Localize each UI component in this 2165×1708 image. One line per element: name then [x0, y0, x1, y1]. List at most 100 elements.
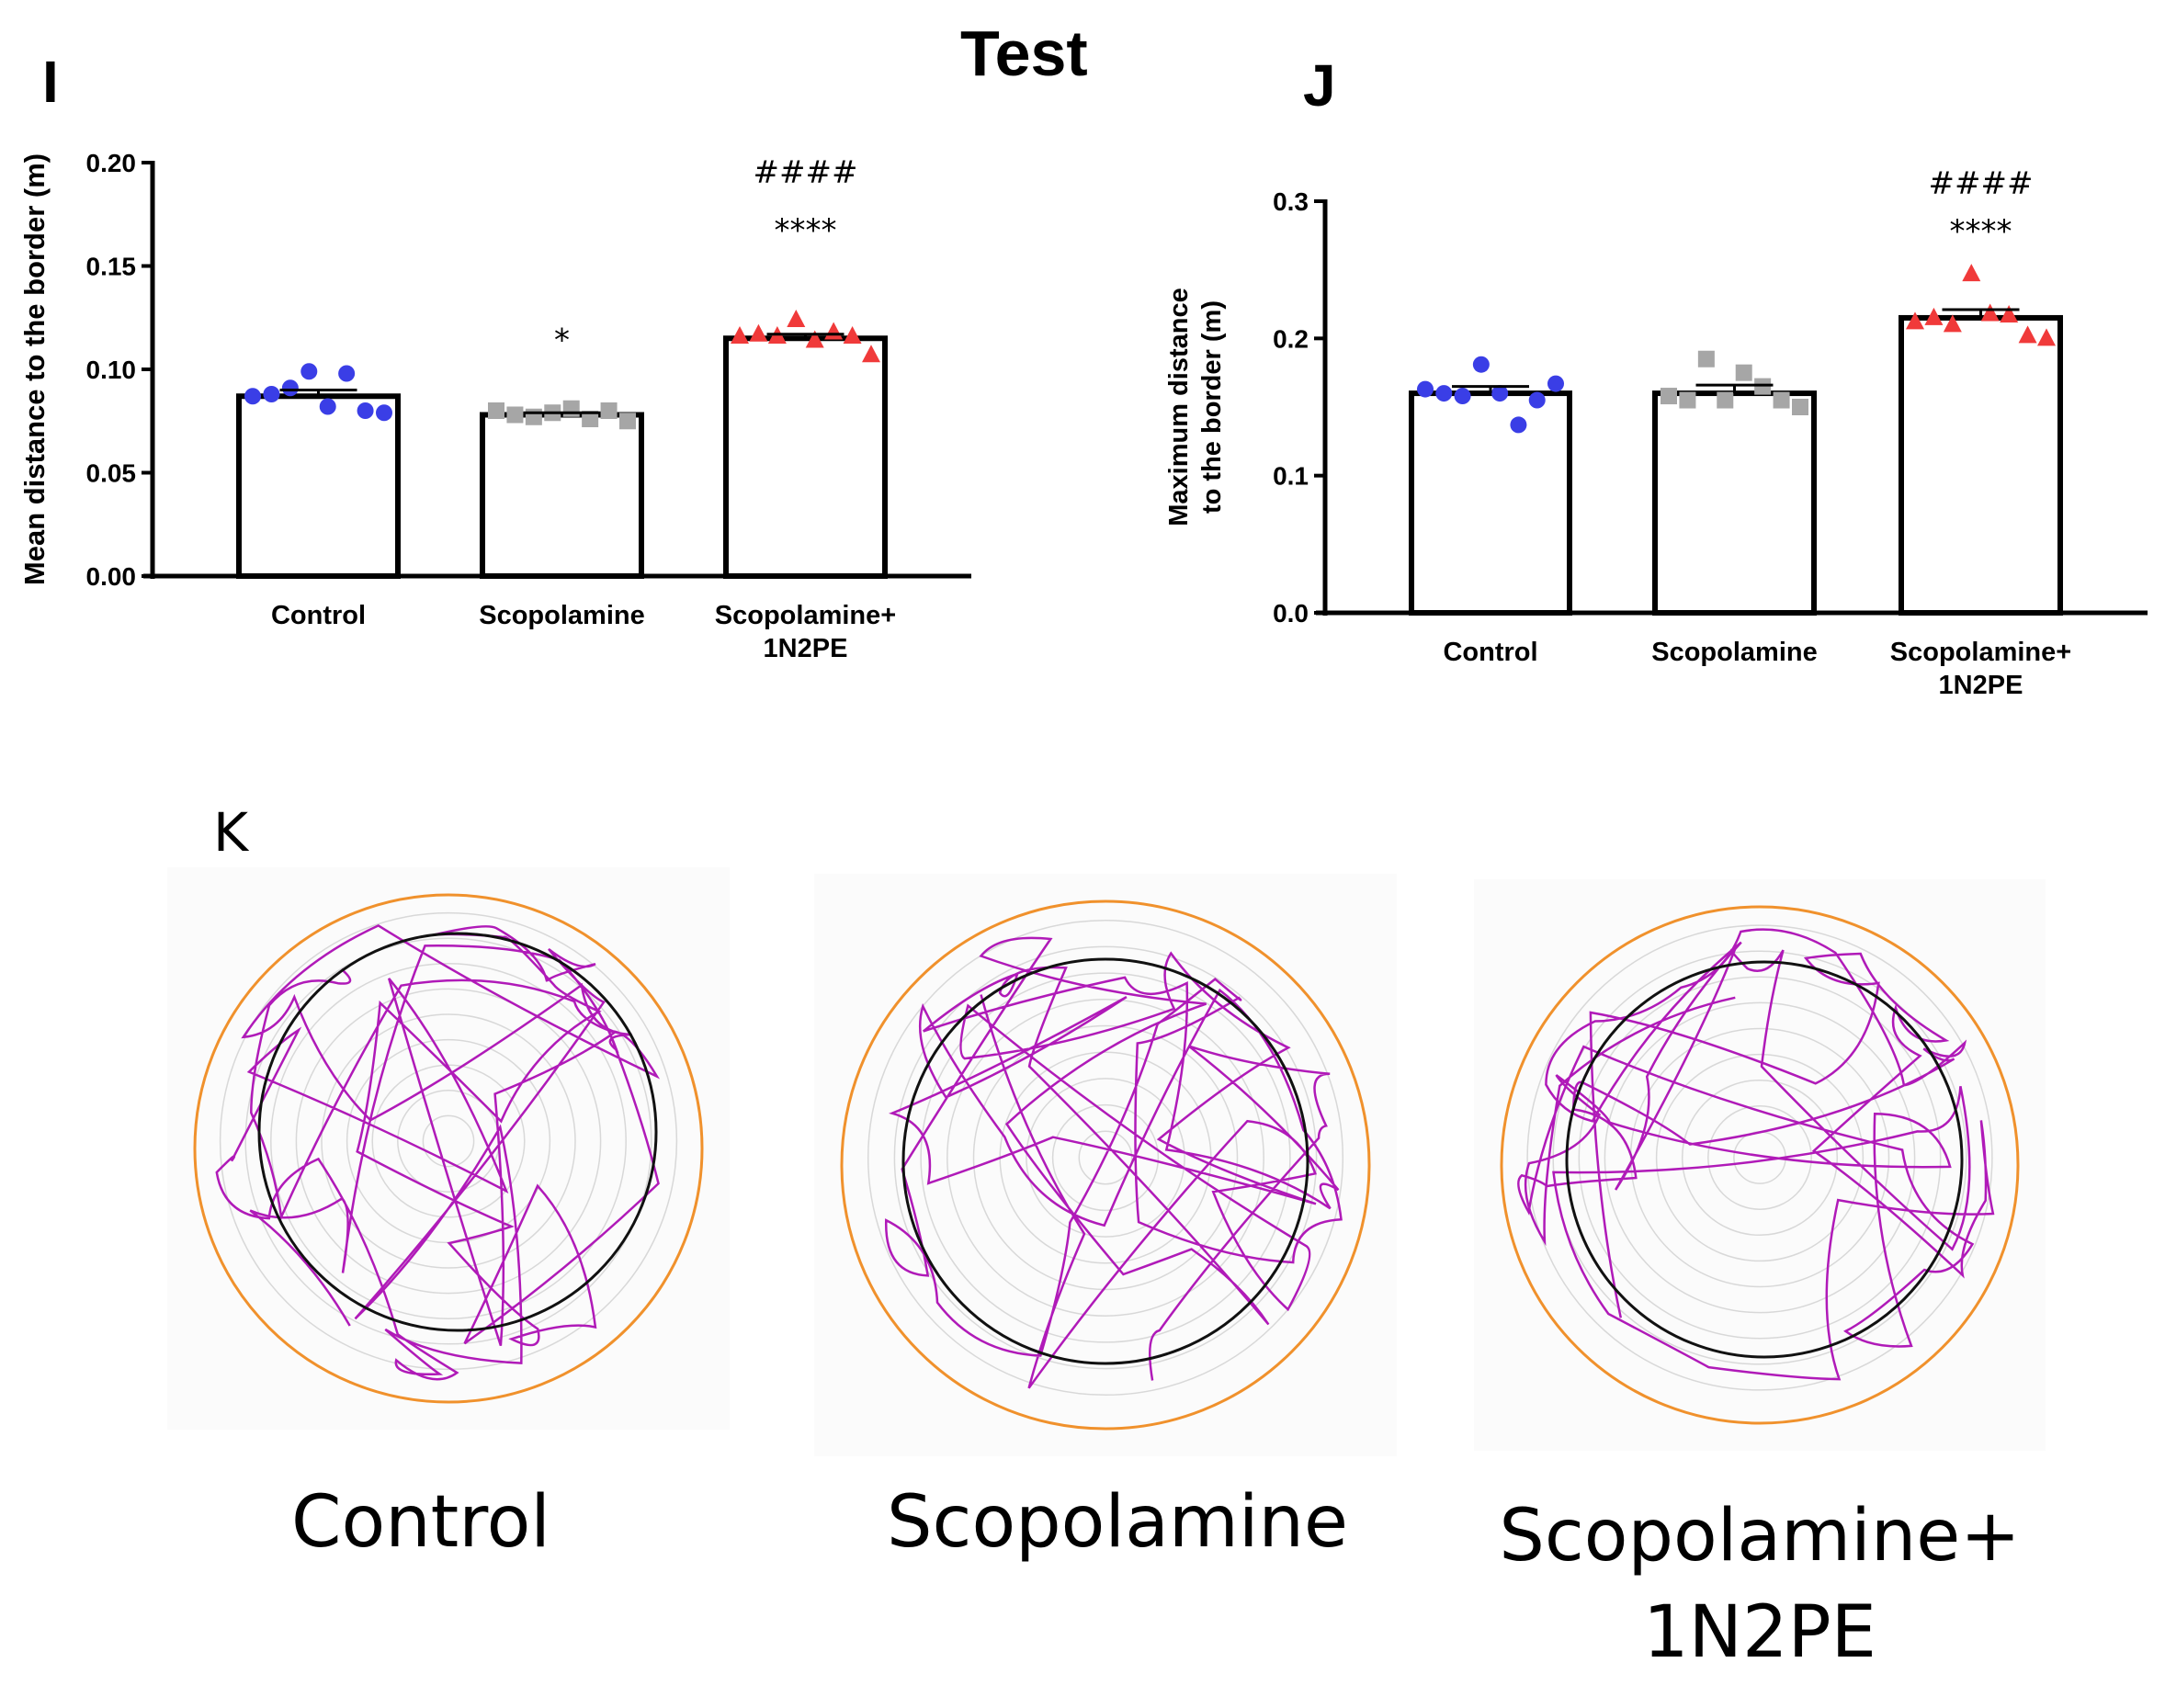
x-tick-label: Scopolamine+ — [715, 601, 896, 630]
inner-zone-circle — [1565, 960, 1964, 1359]
data-point — [1980, 303, 2000, 322]
data-point — [1472, 356, 1490, 373]
grid-ring — [1526, 924, 1993, 1391]
x-tick-label: Control — [1443, 638, 1537, 667]
significance-marker: * — [554, 322, 570, 359]
arena-label-line-1: Scopolamine+ — [1499, 1495, 2021, 1578]
data-point — [749, 323, 768, 342]
data-point — [300, 363, 318, 380]
arena-background — [814, 874, 1397, 1456]
data-point — [1906, 311, 1924, 330]
grid-ring — [1578, 976, 1942, 1340]
arena-border-circle — [1500, 905, 2020, 1425]
x-tick-label: Scopolamine — [1651, 638, 1818, 667]
data-point — [1528, 391, 1546, 409]
arena-label-line-2: 1N2PE — [1643, 1591, 1876, 1675]
animal-track — [1517, 928, 1995, 1381]
panel-label-j: J — [1303, 52, 1336, 119]
y-tick-label: 0.05 — [86, 459, 137, 488]
data-point — [787, 310, 806, 327]
data-point — [1735, 364, 1752, 381]
grid-ring — [270, 963, 627, 1319]
data-point — [357, 402, 374, 419]
panel-label-k: K — [213, 801, 249, 864]
y-tick-label: 0.00 — [86, 562, 137, 591]
chart-j: 0.0 0.1 0.2 0.3 Control Scopolamine Scopolamin… — [1164, 165, 2148, 700]
significance-marker: **** — [775, 212, 837, 249]
x-tick-label: Scopolamine — [479, 601, 645, 630]
x-tick-label: Control — [271, 601, 366, 630]
bar — [236, 393, 401, 579]
data-point — [2037, 328, 2056, 346]
inner-zone-circle — [257, 932, 658, 1332]
panel-label-i: I — [42, 49, 59, 115]
data-point — [2000, 304, 2019, 322]
data-point — [376, 404, 392, 422]
arena-trajectory-plot — [814, 874, 1397, 1456]
data-point — [506, 406, 524, 424]
data-point — [582, 411, 599, 427]
data-point — [1435, 385, 1453, 402]
arena-label-scopolamine: Scopolamine — [887, 1481, 1348, 1564]
data-point — [1697, 350, 1715, 368]
data-point — [1924, 307, 1944, 325]
bar — [1409, 390, 1572, 616]
bar — [480, 412, 644, 579]
chart-i: 0.00 0.05 0.10 0.15 0.20 Control Scopolamine Sc… — [18, 149, 971, 663]
figure-title: Test — [960, 17, 1088, 89]
grid-ring — [1026, 1078, 1185, 1238]
grid-ring — [867, 919, 1344, 1397]
y-tick-label: 0.2 — [1273, 324, 1309, 353]
grid-ring — [946, 999, 1264, 1317]
animal-track — [215, 923, 661, 1381]
arena-label-scop-1n2pe: Scopolamine+ 1N2PE — [1438, 1488, 2081, 1682]
grid-ring — [1681, 1079, 1839, 1237]
arena-border-circle — [193, 893, 704, 1404]
grid-ring — [1078, 1130, 1133, 1185]
data-point — [805, 330, 824, 348]
significance-marker: #### — [754, 154, 858, 191]
grid-ring — [422, 1114, 475, 1168]
arena-trajectory-plot — [1474, 879, 2046, 1451]
x-tick-label: Scopolamine+ — [1890, 638, 2071, 667]
data-point — [600, 402, 618, 419]
data-point — [1491, 385, 1509, 402]
y-tick-label: 0.15 — [86, 253, 137, 281]
data-point — [862, 345, 880, 363]
data-point — [488, 402, 504, 419]
y-axis-label: Maximum distance — [1164, 288, 1194, 526]
grid-ring — [219, 911, 678, 1371]
y-tick-label: 0.3 — [1273, 187, 1309, 216]
arena-background — [1474, 879, 2046, 1451]
inner-zone-circle — [901, 957, 1309, 1365]
data-point — [843, 326, 862, 344]
y-axis-label: to the border (m) — [1197, 300, 1227, 514]
data-point — [263, 386, 280, 402]
significance-marker: #### — [1929, 165, 2034, 202]
significance-marker: **** — [1950, 213, 2012, 250]
grid-ring — [1604, 1001, 1916, 1314]
data-point — [824, 322, 844, 340]
bar — [1652, 390, 1817, 616]
arena-border-circle — [840, 899, 1371, 1431]
bar — [723, 335, 888, 579]
grid-ring — [1051, 1103, 1160, 1212]
arena-background — [167, 867, 730, 1430]
data-point — [562, 400, 580, 417]
data-point — [1454, 388, 1471, 405]
bar — [1899, 314, 2063, 616]
data-point — [525, 408, 542, 425]
arena-label-control: Control — [291, 1481, 550, 1564]
y-tick-label: 0.0 — [1273, 599, 1309, 628]
y-tick-label: 0.1 — [1273, 462, 1309, 491]
data-point — [1962, 264, 1981, 282]
grid-ring — [1655, 1053, 1865, 1262]
grid-ring — [920, 972, 1291, 1343]
data-point — [1792, 399, 1808, 415]
data-point — [1773, 391, 1790, 409]
data-point — [338, 365, 356, 382]
data-point — [1547, 375, 1564, 392]
data-point — [1679, 391, 1696, 409]
data-point — [1943, 314, 1962, 333]
